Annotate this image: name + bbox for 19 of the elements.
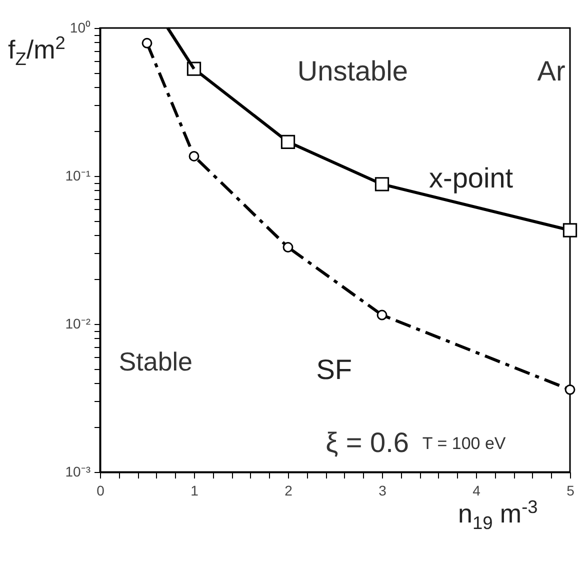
annotation: Stable bbox=[118, 346, 193, 376]
annotation: Unstable bbox=[297, 56, 408, 87]
series-label: SF bbox=[316, 354, 352, 386]
x-tick-label: 2 bbox=[284, 482, 293, 498]
y-axis-title: f$_{Z}$/m$^{2}$ bbox=[8, 33, 66, 69]
y-tick-label: 10⁻² bbox=[65, 316, 91, 332]
y-tick-label: 10⁻³ bbox=[65, 464, 91, 480]
x-tick-label: 3 bbox=[378, 482, 387, 498]
series-label: x-point bbox=[429, 162, 514, 194]
x-axis-title: n$_{19}$ m$^{-3}$ bbox=[458, 497, 538, 533]
x-tick-label: 0 bbox=[96, 482, 105, 498]
x-tick-label: 4 bbox=[472, 482, 481, 498]
x-tick-label: 1 bbox=[190, 482, 199, 498]
x-tick-label: 5 bbox=[566, 482, 575, 498]
y-tick-label: 10⁻¹ bbox=[65, 168, 91, 184]
annotation: T = 100 eV bbox=[422, 434, 506, 453]
y-tick-label: 10⁰ bbox=[70, 20, 90, 36]
annotation: Ar bbox=[537, 56, 566, 87]
annotation: ξ = 0.6 bbox=[326, 426, 409, 458]
